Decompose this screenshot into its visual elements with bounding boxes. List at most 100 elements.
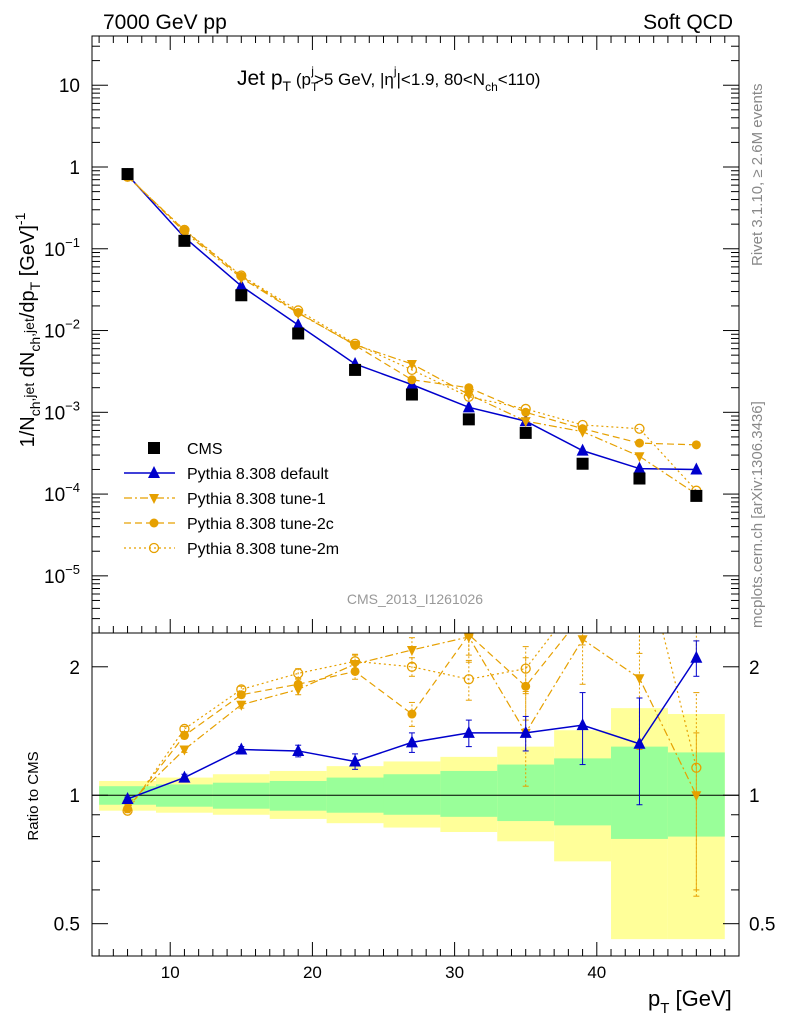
title-nch-sub: ch <box>485 80 498 94</box>
x-tick-label: 20 <box>303 963 322 982</box>
data-point <box>520 417 531 428</box>
data-point <box>462 400 475 413</box>
data-point <box>179 224 190 236</box>
title-eta-sup: j <box>393 64 397 78</box>
process-label: Soft QCD <box>643 11 733 34</box>
ratio-data-point <box>179 745 190 756</box>
data-point <box>634 452 645 463</box>
data-point <box>406 364 418 376</box>
ratio-data-point <box>405 735 418 748</box>
ratio-data-point <box>690 650 703 663</box>
ratio-data-point <box>634 674 645 685</box>
ratio-data-point <box>236 690 246 700</box>
ratio-series-line <box>127 633 697 812</box>
band-inner-bin <box>383 774 441 815</box>
ratio-data-point <box>577 635 588 646</box>
ratio-data-point <box>692 614 701 623</box>
band-inner-bin <box>269 780 327 811</box>
y-tick-label: 10−1 <box>44 235 80 261</box>
ratio-data-point <box>407 709 417 719</box>
y-tick-label: 10 <box>59 76 80 97</box>
data-point <box>690 462 703 475</box>
ratio-data-point <box>235 742 248 755</box>
x-tick-label: 10 <box>161 963 180 982</box>
ratio-data-point <box>463 633 474 643</box>
ratio-tick-label-left: 2 <box>69 658 80 679</box>
data-point <box>633 461 646 474</box>
series-line <box>126 174 697 471</box>
ratio-data-point <box>350 660 361 671</box>
ratio-data-point <box>292 743 305 756</box>
legend-label: Pythia 8.308 tune-2c <box>187 516 334 533</box>
series-line <box>127 175 697 495</box>
ratio-plot-frame <box>91 632 740 957</box>
data-point <box>179 225 189 235</box>
data-point <box>578 424 588 434</box>
ratio-data-point <box>179 731 189 741</box>
rivet-label: Rivet 3.1.10, ≥ 2.6M events <box>749 84 766 267</box>
cms-data-point <box>690 489 703 502</box>
ratio-data-point <box>293 668 304 679</box>
data-point <box>634 423 645 434</box>
analysis-watermark: CMS_2013_I1261026 <box>347 591 483 607</box>
cms-data-point <box>121 168 134 181</box>
ratio-data-point <box>635 534 644 543</box>
ratio-tick-label-right: 2 <box>749 658 760 679</box>
data-point <box>464 383 474 393</box>
title-cond-pre: (p <box>291 70 311 89</box>
ratio-data-point <box>519 725 532 738</box>
title-cond-mid: >5 GeV, |η <box>314 70 394 89</box>
cms-data-point <box>349 363 362 376</box>
legend-label: CMS <box>187 441 223 458</box>
data-point <box>576 443 589 456</box>
legend-label: Pythia 8.308 default <box>187 466 329 483</box>
ratio-data-point <box>635 610 644 619</box>
ratio-data-point <box>578 610 587 619</box>
cms-data-point <box>633 472 646 485</box>
data-point <box>292 317 305 330</box>
ratio-y-axis-label: Ratio to CMS <box>25 751 42 840</box>
ratio-data-point <box>178 770 191 783</box>
title-main-sub: T <box>283 78 292 94</box>
data-point <box>236 270 247 281</box>
ratio-data-point <box>349 754 362 767</box>
y-axis-label: 1/Nch,jet dNch,jet/dpT [GeV]-1 <box>12 212 43 447</box>
ratio-data-point <box>691 791 702 802</box>
ratio-data-point <box>293 685 304 696</box>
data-point <box>463 391 474 402</box>
y-tick-label: 10−3 <box>44 398 80 424</box>
data-point <box>407 375 417 385</box>
data-point <box>520 403 531 415</box>
x-tick-label: 40 <box>587 963 606 982</box>
y-tick-label: 10−4 <box>44 480 80 506</box>
legend-label: Pythia 8.308 tune-2m <box>187 541 339 558</box>
ratio-tick-label-left: 1 <box>69 786 80 807</box>
series-line <box>127 175 697 446</box>
data-point <box>235 279 248 292</box>
ratio-data-point <box>576 718 589 731</box>
legend-marker <box>148 466 160 478</box>
x-axis-label: pT [GeV] <box>648 986 732 1017</box>
title-cond-post: |<1.9, 80<N <box>397 70 486 89</box>
ratio-data-point <box>462 725 475 738</box>
data-point <box>634 438 644 448</box>
ratio-data-point <box>463 674 474 685</box>
cms-data-point <box>462 413 475 426</box>
ratio-data-point <box>633 736 646 749</box>
cms-data-point <box>576 457 589 470</box>
ratio-tick-label-right: 0.5 <box>749 915 775 936</box>
ratio-data-point <box>236 700 247 711</box>
legend-marker <box>149 494 159 504</box>
energy-label: 7000 GeV pp <box>103 11 227 34</box>
ratio-tick-label-right: 1 <box>749 786 760 807</box>
y-tick-label: 1 <box>69 158 80 179</box>
cms-data-point <box>235 289 248 302</box>
ratio-data-point <box>520 663 531 674</box>
data-point <box>349 338 361 349</box>
ratio-data-point <box>578 590 587 599</box>
mcplots-label: mcplots.cern.ch [arXiv:1306.3436] <box>749 401 766 628</box>
plot-title: Jet pT (pTj>5 GeV, |ηj|<1.9, 80<Nch<110) <box>237 64 540 94</box>
cms-data-point <box>178 234 191 247</box>
band-inner-bin <box>440 770 498 817</box>
